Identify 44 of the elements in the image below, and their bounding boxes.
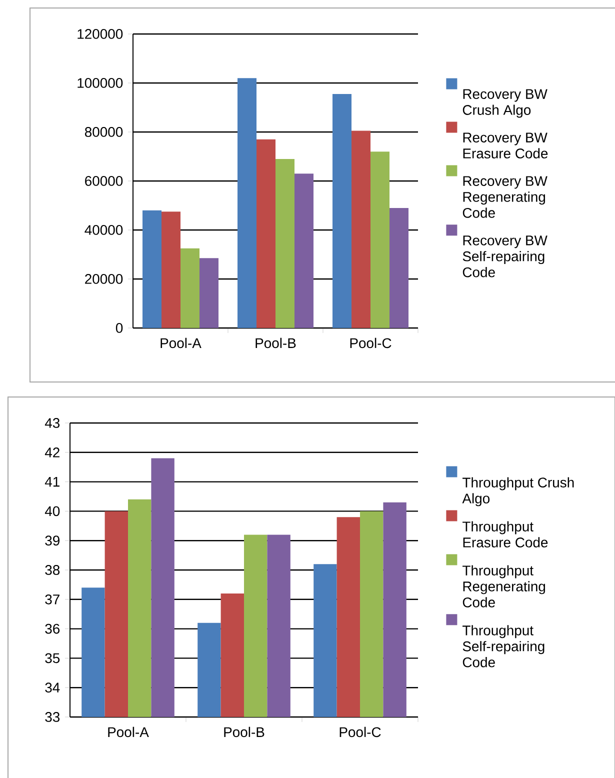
y-tick-label: 120000 [78,29,123,39]
x-tick-label: Pool-B [256,338,296,348]
y-tick-label: 20000 [85,274,123,284]
y-tick-label: 34 [45,682,60,693]
x-tick-label: Pool-B [224,726,264,738]
legend-label: Throughput Self-repairing Code [462,625,544,668]
bar [370,152,390,328]
y-tick-label: 40 [44,506,60,516]
y-tick-label: 38 [45,565,60,575]
bar [389,208,408,328]
x-tick-label: Pool-A [108,726,149,738]
bar [200,258,218,328]
x-tick-label: Pool-A [160,338,202,348]
bar [332,94,352,328]
y-tick-label: 35 [45,653,60,664]
bar [162,212,180,328]
legend-label: Recovery BW Self-repairing Code [462,236,548,278]
bar [142,210,162,328]
y-tick-label: 42 [44,448,60,458]
x-tick-label: Pool-C [340,726,381,738]
bar [180,248,200,328]
y-tick-label: 37 [45,594,60,604]
legend-label: Throughput Crush Algo [462,477,574,506]
bar [351,130,370,328]
y-tick-label: 39 [45,536,60,546]
legend-label: Throughput Erasure Code [462,521,548,548]
legend-label: Recovery BW Regenerating Code [462,176,548,218]
y-tick-label: 60000 [85,176,123,186]
y-tick-label: 43 [44,418,60,428]
y-tick-label: 100000 [78,78,123,88]
bar [256,139,276,328]
y-tick-label: 40000 [84,225,123,235]
bar [238,78,256,328]
y-tick-label: 41 [44,476,60,487]
legend-label: Recovery BW Erasure Code [463,132,548,158]
y-tick-label: 80000 [84,127,123,137]
y-tick-label: 36 [45,624,60,634]
y-tick-label: 33 [45,712,60,722]
legend-label: Recovery BW Crush Algo [462,89,548,118]
legend-label: Throughput Regenerating Code [462,565,546,608]
x-tick-label: Pool-C [350,338,392,348]
bar [294,174,314,328]
y-tick-label: 0 [116,323,123,333]
bar [275,158,294,328]
